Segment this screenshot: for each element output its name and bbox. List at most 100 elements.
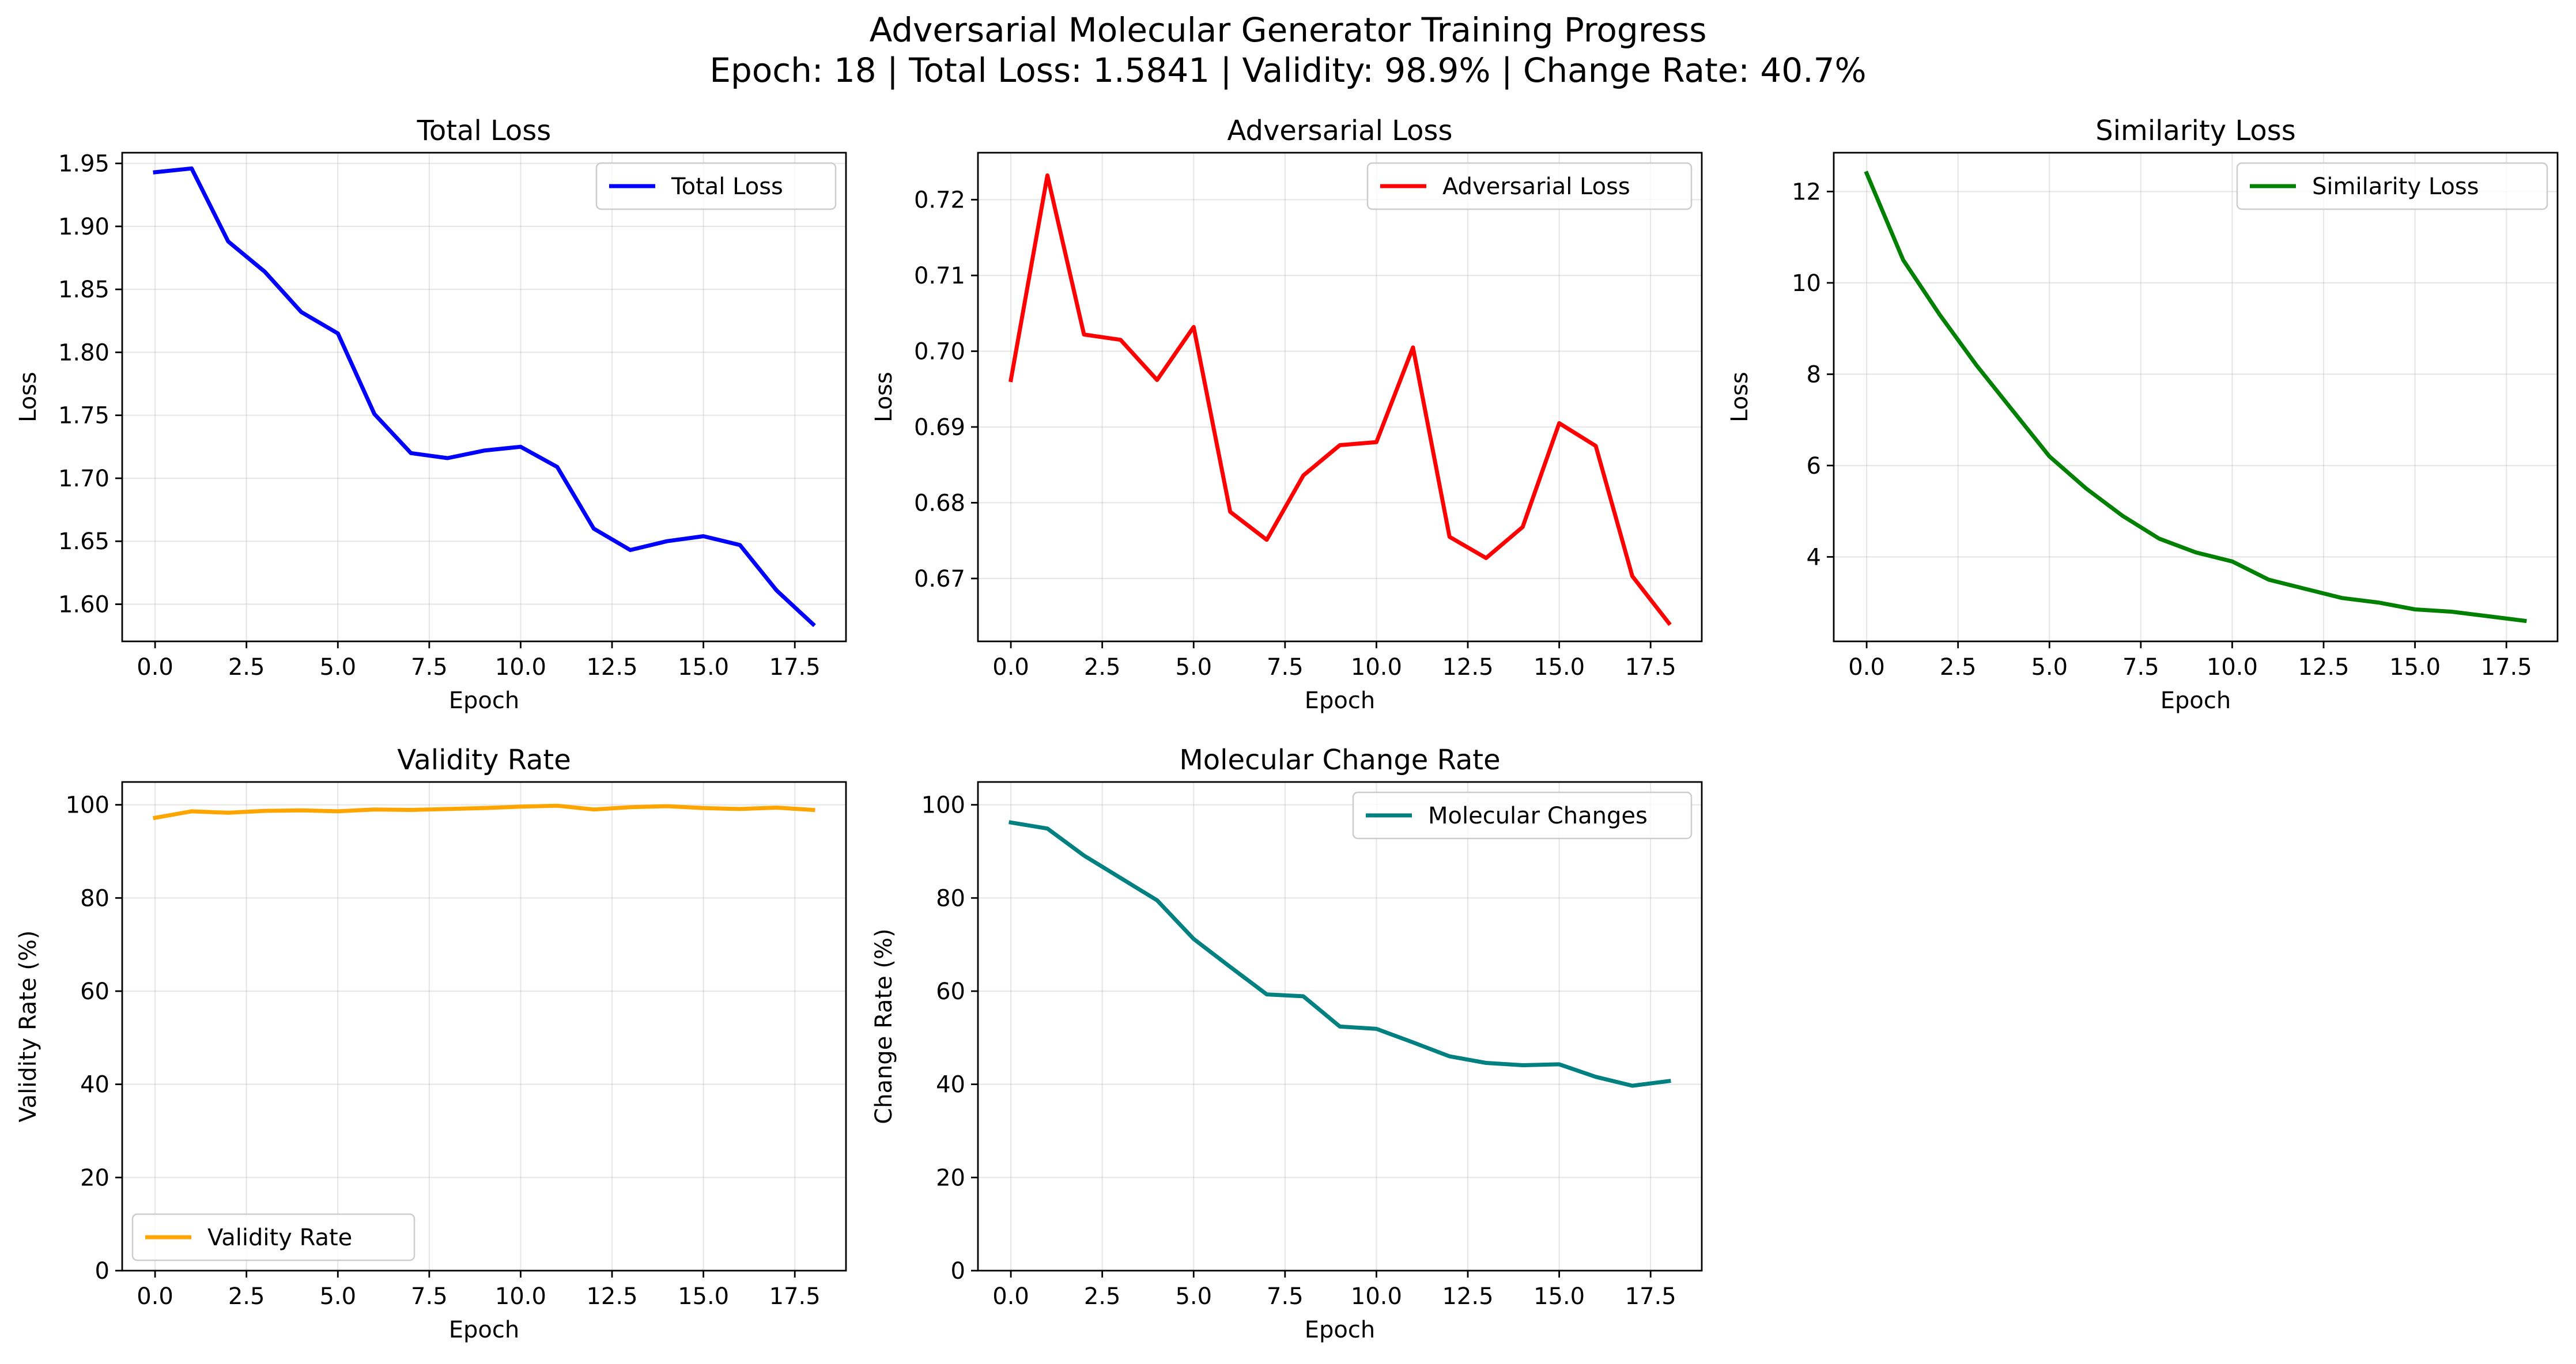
chart-panel-4: 0.0 2.5 5.0 7.5 10.0 12.5 15.0 17.5 0 20 40 60 80 100… (15, 744, 847, 1343)
y-tick-label: 0.72 (914, 187, 965, 214)
y-tick-label: 1.90 (58, 214, 109, 240)
legend-label: Similarity Loss (2312, 173, 2479, 200)
x-tick-label: 5.0 (1175, 654, 1212, 681)
x-tick-label: 12.5 (2298, 654, 2349, 681)
figure-title: Adversarial Molecular Generator Training… (869, 10, 1707, 50)
y-tick-label: 4 (1807, 544, 1821, 570)
y-tick-label: 0.68 (914, 490, 965, 516)
x-tick-label: 12.5 (586, 654, 637, 681)
series-line (153, 803, 815, 821)
series-line (1009, 820, 1671, 1088)
chart-panel-1: 0.0 2.5 5.0 7.5 10.0 12.5 15.0 17.5 1.60 1.65 1.70… (15, 115, 847, 714)
x-tick-label: 7.5 (1267, 654, 1304, 681)
x-tick-label: 15.0 (2389, 654, 2441, 681)
x-tick-label: 17.5 (1625, 654, 1676, 681)
x-tick-label: 0.0 (1848, 654, 1885, 681)
y-tick-label: 1.85 (58, 277, 109, 303)
x-tick-label: 17.5 (2481, 654, 2532, 681)
x-tick-label: 7.5 (2122, 654, 2159, 681)
y-tick-label: 0.67 (914, 566, 965, 592)
y-tick-label: 80 (936, 885, 965, 912)
legend-label: Adversarial Loss (1442, 173, 1630, 200)
y-tick-label: 100 (921, 792, 965, 819)
x-tick-label: 0.0 (992, 654, 1029, 681)
x-tick-label: 12.5 (586, 1283, 637, 1310)
chart-title: Molecular Change Rate (1179, 744, 1500, 776)
x-tick-label: 12.5 (1442, 654, 1493, 681)
x-tick-label: 7.5 (1267, 1283, 1304, 1310)
x-tick-label: 0.0 (137, 1283, 173, 1310)
x-tick-label: 12.5 (1442, 1283, 1493, 1310)
x-tick-label: 2.5 (228, 1283, 265, 1310)
x-axis-label: Epoch (2160, 687, 2231, 714)
axes-frame (121, 781, 847, 1272)
axes-frame (1833, 152, 2559, 643)
legend-label: Molecular Changes (1428, 803, 1648, 829)
y-tick-label: 1.70 (58, 466, 109, 492)
y-tick-label: 20 (936, 1165, 965, 1191)
legend-box (1352, 791, 1693, 840)
x-tick-label: 0.0 (137, 654, 173, 681)
x-tick-label: 2.5 (228, 654, 265, 681)
y-tick-label: 10 (1792, 270, 1821, 297)
x-tick-label: 15.0 (678, 1283, 729, 1310)
y-axis-label: Loss (15, 372, 41, 422)
chart-panel-2: 0.0 2.5 5.0 7.5 10.0 12.5 15.0 17.5 0.67 0.68 0.69… (871, 115, 1703, 714)
x-axis-label: Epoch (1305, 1317, 1375, 1343)
y-axis-label: Validity Rate (%) (15, 930, 41, 1122)
legend-box (2236, 162, 2548, 210)
y-tick-label: 60 (936, 978, 965, 1005)
y-tick-label: 12 (1792, 179, 1821, 205)
chart-title: Total Loss (417, 115, 552, 147)
x-tick-label: 5.0 (2031, 654, 2068, 681)
y-tick-label: 100 (66, 792, 109, 819)
x-axis-label: Epoch (449, 687, 519, 714)
legend-label: Validity Rate (207, 1225, 352, 1251)
y-axis-label: Change Rate (%) (871, 928, 897, 1124)
chart-panel-5: 0.0 2.5 5.0 7.5 10.0 12.5 15.0 17.5 0 20 40 60 80 100… (871, 744, 1703, 1343)
y-tick-label: 40 (936, 1072, 965, 1098)
x-tick-label: 2.5 (1084, 654, 1121, 681)
y-tick-label: 20 (80, 1165, 109, 1191)
x-tick-label: 10.0 (1351, 1283, 1402, 1310)
series-line (1864, 171, 2527, 624)
y-tick-label: 60 (80, 978, 109, 1005)
axes-frame (121, 152, 847, 643)
chart-title: Adversarial Loss (1227, 115, 1453, 147)
axes-frame (977, 781, 1703, 1272)
x-tick-label: 2.5 (1940, 654, 1977, 681)
x-tick-label: 10.0 (495, 654, 546, 681)
x-tick-label: 15.0 (1533, 654, 1585, 681)
series-line (153, 166, 816, 628)
x-tick-label: 15.0 (678, 654, 729, 681)
axes-frame (977, 152, 1703, 643)
y-tick-label: 0 (95, 1258, 109, 1284)
legend-label: Total Loss (671, 173, 783, 200)
x-tick-label: 5.0 (319, 1283, 356, 1310)
y-tick-label: 0 (951, 1258, 965, 1284)
chart-panel-3: 0.0 2.5 5.0 7.5 10.0 12.5 15.0 17.5 4 6 8 10 12 Simil… (1727, 115, 2559, 714)
chart-title: Similarity Loss (2095, 115, 2295, 147)
y-tick-label: 0.69 (914, 414, 965, 441)
series-line (1009, 173, 1672, 626)
x-axis-label: Epoch (449, 1317, 519, 1343)
y-tick-label: 0.70 (914, 338, 965, 365)
x-tick-label: 17.5 (769, 654, 821, 681)
x-tick-label: 17.5 (1625, 1283, 1676, 1310)
x-tick-label: 15.0 (1533, 1283, 1585, 1310)
x-tick-label: 10.0 (2207, 654, 2258, 681)
y-tick-label: 1.65 (58, 528, 109, 555)
y-tick-label: 6 (1807, 453, 1821, 479)
figure-subtitle: Epoch: 18 | Total Loss: 1.5841 | Validit… (709, 51, 1867, 90)
legend: Adversarial Loss (1366, 162, 1693, 210)
y-tick-label: 0.71 (914, 263, 965, 289)
y-tick-label: 1.60 (58, 592, 109, 618)
y-axis-label: Loss (1727, 372, 1753, 422)
y-tick-label: 8 (1807, 361, 1821, 388)
y-axis-label: Loss (871, 372, 897, 422)
x-tick-label: 7.5 (411, 654, 448, 681)
legend: Molecular Changes (1352, 791, 1693, 840)
x-tick-label: 17.5 (769, 1283, 821, 1310)
